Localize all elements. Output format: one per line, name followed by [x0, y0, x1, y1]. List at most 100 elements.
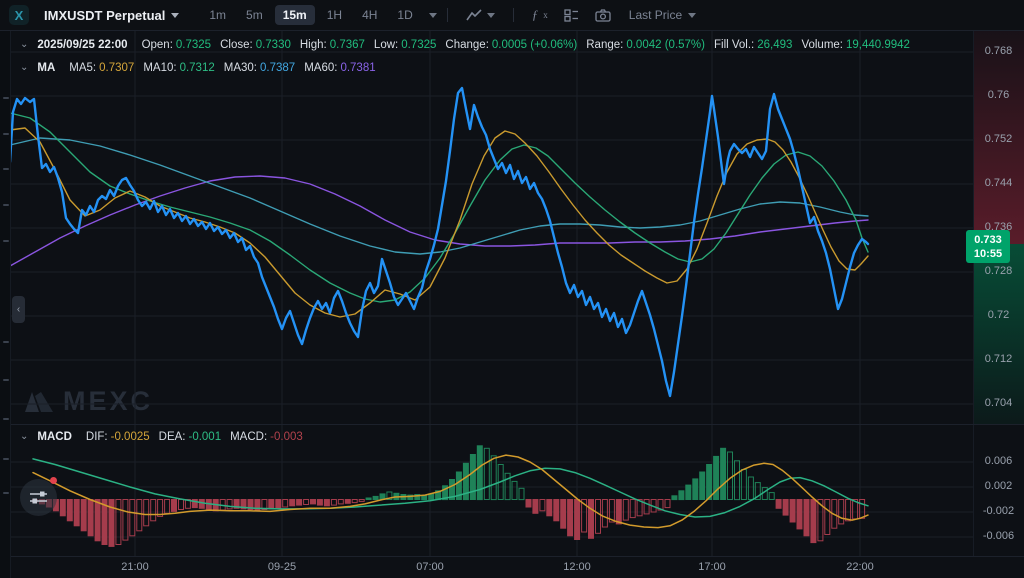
macd-histogram-bar: [247, 499, 254, 510]
macd-histogram-bar: [275, 499, 282, 509]
macd-histogram-bar: [150, 499, 157, 522]
macd-histogram-bar: [66, 499, 73, 522]
timeframe-1d[interactable]: 1D: [397, 8, 413, 22]
macd-histogram-bar: [859, 499, 866, 519]
screenshot-button[interactable]: [595, 8, 611, 22]
timeframe-1m[interactable]: 1m: [209, 8, 227, 22]
macd-histogram-bar: [727, 451, 733, 500]
collapse-chevron-icon[interactable]: ⌄: [20, 430, 29, 442]
time-axis-separator: [0, 556, 1024, 557]
time-axis-label: 22:00: [846, 561, 874, 573]
macd-histogram-bar: [94, 499, 101, 542]
price-axis-heat-below: [973, 244, 1024, 424]
macd-histogram-bar: [261, 499, 268, 510]
macd-histogram-bar: [713, 455, 720, 500]
price-axis-label: 0.744: [984, 177, 1013, 189]
chevron-down-icon: [486, 12, 495, 18]
macd-histogram-bar: [796, 499, 803, 530]
field: MACD: -0.003: [230, 431, 303, 443]
macd-histogram-bar: [469, 454, 476, 500]
macd-histogram-bar: [490, 455, 497, 501]
timeframe-more-icon[interactable]: [428, 12, 437, 18]
ohlc-fields: Open: 0.7325 Close: 0.7330 High: 0.7367 Low: 0.…: [133, 39, 910, 51]
macd-histogram-bar: [789, 499, 796, 523]
macd-axis-label: 0.006: [984, 455, 1013, 467]
macd-histogram-bar: [337, 499, 344, 505]
macd-histogram-bar: [80, 499, 87, 532]
price-axis-label: 0.768: [984, 45, 1013, 57]
macd-fields: DIF: -0.0025 DEA: -0.001 MACD: -0.003: [77, 431, 303, 443]
macd-info-row[interactable]: ⌄ MACD DIF: -0.0025 DEA: -0.001 MACD: -0.003: [20, 430, 303, 444]
time-axis-label: 21:00: [121, 561, 149, 573]
field: Volume: 19,440.9942: [801, 39, 910, 51]
macd-histogram-bar: [303, 499, 310, 505]
macd-histogram-bar: [115, 499, 122, 545]
timeframe-5m[interactable]: 5m: [246, 8, 263, 22]
field: Open: 0.7325: [141, 39, 212, 51]
price-mode-selector[interactable]: Last Price: [629, 8, 697, 22]
sliders-icon: [30, 491, 47, 504]
chart-type-selector[interactable]: [466, 8, 495, 22]
tool-icon-fragment: [3, 492, 9, 494]
macd-histogram-bar: [532, 499, 539, 514]
dif-line: [32, 454, 869, 529]
collapse-chevron-icon[interactable]: ⌄: [20, 61, 29, 73]
macd-histogram-bar: [108, 499, 115, 547]
price-axis-label: 0.752: [984, 133, 1013, 145]
macd-histogram-bar: [164, 499, 171, 514]
pane-separator: [0, 424, 1024, 425]
macd-histogram-bar: [407, 494, 414, 501]
macd-histogram-bar: [101, 499, 108, 545]
macd-histogram-bar: [157, 499, 164, 517]
tool-icon-fragment: [3, 458, 9, 460]
macd-axis-label: 0.002: [984, 480, 1013, 492]
macd-histogram-bar: [330, 499, 337, 506]
layout-settings-button[interactable]: [564, 8, 579, 22]
timeframe-1h[interactable]: 1H: [326, 8, 343, 22]
field: Close: 0.7330: [220, 39, 291, 51]
macd-histogram-bar: [588, 499, 594, 539]
collapse-chevron-icon[interactable]: ⌄: [20, 38, 29, 50]
field: Change: 0.0005 (+0.06%): [445, 39, 578, 51]
timeframe-4h[interactable]: 4H: [362, 8, 378, 22]
macd-histogram-bar: [455, 471, 462, 500]
field: MA30: 0.7387: [223, 62, 296, 74]
macd-histogram-bar: [442, 485, 449, 501]
macd-histogram-bar: [504, 472, 511, 501]
time-axis-label: 09-25: [267, 561, 297, 573]
macd-histogram-bar: [775, 499, 782, 509]
indicator-settings-button[interactable]: [20, 479, 57, 516]
macd-histogram-bar: [838, 499, 845, 525]
macd-histogram-bar: [629, 499, 636, 519]
timeframe-15m[interactable]: 15m: [274, 5, 315, 25]
price-axis-label: 0.728: [984, 265, 1013, 277]
macd-histogram-bar: [421, 495, 428, 501]
watermark: MEXC: [24, 386, 153, 417]
symbol-name: IMXUSDT Perpetual: [44, 7, 166, 23]
macd-histogram-bar: [143, 499, 150, 527]
drawing-toolbar-strip[interactable]: [0, 30, 11, 578]
ma-info-row[interactable]: ⌄ MA MA5: 0.7307 MA10: 0.7312 MA30: 0.7387 MA6…: [20, 61, 376, 75]
divider: [512, 8, 514, 22]
macd-histogram-bar: [567, 499, 574, 537]
macd-histogram-bar: [720, 447, 727, 500]
macd-histogram-bar: [386, 491, 393, 500]
divider: [446, 8, 448, 22]
macd-histogram-bar: [685, 484, 692, 501]
toolbar-collapse-tab[interactable]: ‹: [12, 296, 25, 323]
macd-histogram-bar: [553, 499, 560, 522]
time-axis-label: 12:00: [563, 561, 591, 573]
mexc-logo-icon[interactable]: X: [9, 5, 29, 25]
macd-histogram-bar: [678, 490, 685, 501]
price-line: [8, 86, 870, 398]
macd-histogram-bar: [365, 497, 372, 500]
macd-histogram-bar: [539, 499, 546, 512]
macd-histogram-bar: [574, 499, 581, 540]
symbol-selector[interactable]: IMXUSDT Perpetual: [44, 7, 180, 23]
macd-histogram-bar: [323, 499, 330, 507]
tool-icon-fragment: [3, 204, 9, 206]
macd-histogram-bar: [636, 499, 643, 517]
macd-histogram-bar: [310, 499, 316, 505]
